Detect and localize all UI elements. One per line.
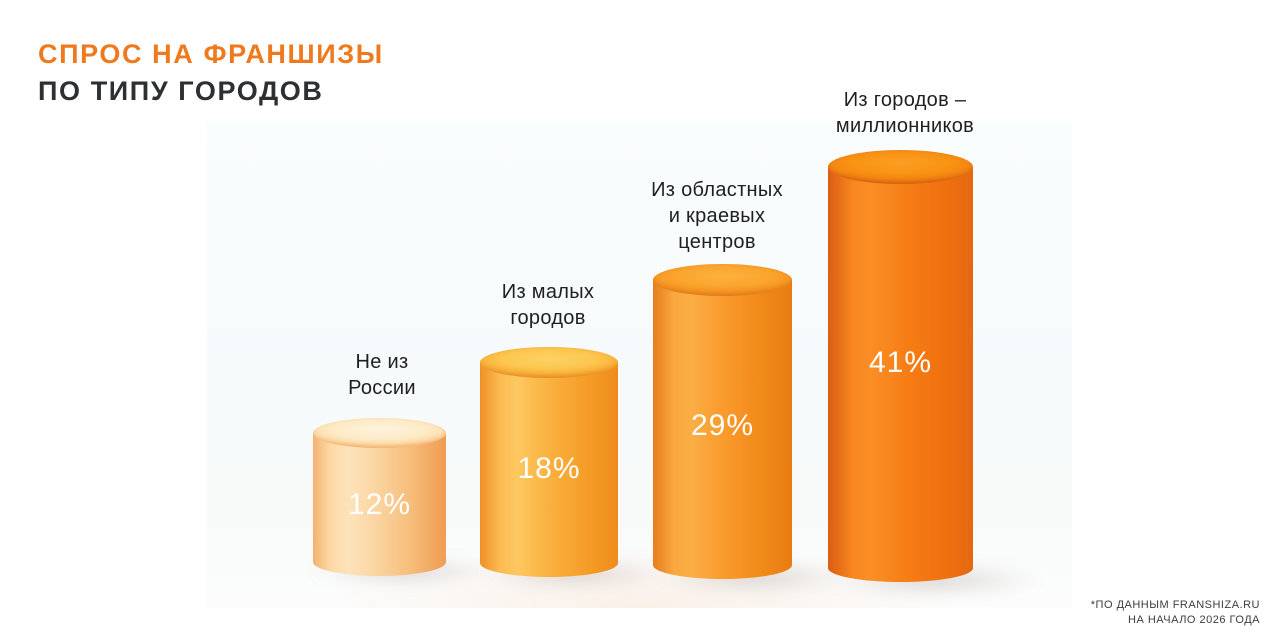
cylinder-top-ellipse bbox=[828, 150, 973, 184]
bar-value-label: 29% bbox=[690, 409, 755, 442]
cylinder-top-ellipse bbox=[313, 418, 446, 448]
bar-regional-centers: 29% bbox=[653, 264, 792, 579]
bar-value-label: 18% bbox=[517, 452, 581, 485]
bar-category-label-small-cities: Из малых городов bbox=[501, 281, 595, 329]
cylinder-top-ellipse bbox=[653, 264, 792, 296]
bar-value-label: 12% bbox=[347, 488, 412, 521]
bar-million-cities: 41% bbox=[828, 150, 973, 582]
bar-category-label-regional-centers: Из областных и краевых центров bbox=[651, 179, 783, 253]
bar-value-label: 41% bbox=[868, 346, 933, 379]
bar-category-label-million-cities: Из городов – миллионников bbox=[835, 89, 975, 137]
bar-category-label-not-from-russia: Не из России bbox=[348, 351, 416, 399]
page-title: СПРОС НА ФРАНШИЗЫ ПО ТИПУ ГОРОДОВ bbox=[38, 36, 384, 110]
bar-not-from-russia: 12% bbox=[313, 418, 446, 576]
page-title-accent-line: СПРОС НА ФРАНШИЗЫ bbox=[38, 39, 384, 69]
cylinder-body bbox=[828, 167, 973, 582]
page-title-dark-line: ПО ТИПУ ГОРОДОВ bbox=[38, 76, 324, 106]
data-source-footnote: *ПО ДАННЫМ FRANSHIZA.RU НА НАЧАЛО 2026 Г… bbox=[1090, 599, 1260, 626]
bar-small-cities: 18% bbox=[480, 347, 618, 577]
cylinder-top-ellipse bbox=[480, 347, 618, 378]
